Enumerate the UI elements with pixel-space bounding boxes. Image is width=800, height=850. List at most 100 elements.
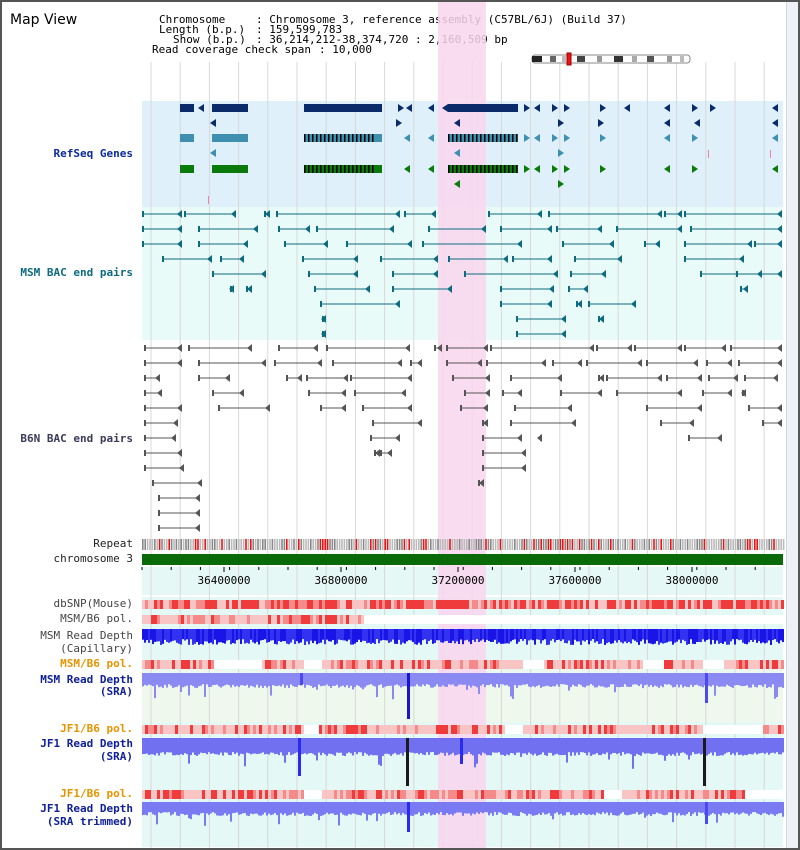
depth-bar <box>390 629 392 642</box>
polymorphism-bin <box>499 600 502 609</box>
depth-bar <box>484 738 486 754</box>
polymorphism-bin <box>418 790 421 799</box>
depth-bar <box>596 738 598 753</box>
b6n-bac-pair-end <box>278 345 280 351</box>
depth-bar <box>338 629 340 640</box>
depth-bar <box>628 802 630 815</box>
polymorphism-bin <box>178 615 181 624</box>
ideogram-band <box>680 56 684 62</box>
polymorphism-bin <box>700 660 703 669</box>
polymorphism-bin <box>163 660 166 669</box>
depth-bar <box>180 738 182 755</box>
depth-bar <box>562 802 564 816</box>
depth-bar <box>208 738 210 753</box>
polymorphism-bin <box>253 660 256 669</box>
depth-bar <box>304 738 306 754</box>
depth-bar <box>540 802 542 816</box>
depth-bar <box>562 673 564 685</box>
polymorphism-bin <box>580 725 583 734</box>
polymorphism-bin <box>256 660 259 669</box>
depth-bar <box>744 802 746 814</box>
repeat-element <box>622 539 624 550</box>
polymorphism-bin <box>484 600 487 609</box>
b6n-bac-pair-end <box>198 375 200 381</box>
polymorphism-bin <box>739 660 742 669</box>
depth-bar <box>388 673 390 686</box>
depth-bar <box>526 802 528 816</box>
polymorphism-bin <box>601 600 604 609</box>
depth-bar <box>242 802 244 814</box>
repeat-element <box>482 539 485 550</box>
depth-bar <box>330 673 332 688</box>
polymorphism-bin <box>331 600 334 609</box>
repeat-element <box>386 539 389 550</box>
depth-bar <box>248 802 250 816</box>
polymorphism-bin <box>661 790 664 799</box>
depth-bar <box>608 738 610 760</box>
polymorphism-bin <box>511 615 514 624</box>
depth-bar <box>672 738 674 755</box>
depth-bar <box>432 629 434 644</box>
polymorphism-bin <box>142 790 145 799</box>
vertical-scrollbar[interactable] <box>786 2 798 848</box>
polymorphism-bin <box>493 725 496 734</box>
depth-bar <box>504 629 506 644</box>
polymorphism-bin <box>394 600 397 609</box>
depth-bar <box>260 738 262 754</box>
depth-bar <box>168 802 170 813</box>
polymorphism-bin <box>433 790 436 799</box>
repeat-element <box>550 539 552 550</box>
polymorphism-bin <box>265 725 268 734</box>
depth-bar <box>416 738 418 753</box>
depth-bar <box>376 673 378 698</box>
repeat-element <box>226 539 228 550</box>
depth-bar <box>492 802 494 816</box>
polymorphism-bin <box>532 660 535 669</box>
ideogram-band <box>647 56 654 62</box>
polymorphism-bin <box>583 790 586 799</box>
polymorphism-bin <box>490 600 493 609</box>
polymorphism-bin <box>433 615 436 624</box>
depth-bar <box>294 673 296 687</box>
depth-bar <box>522 629 524 641</box>
msm-bac-pair-end <box>537 210 542 218</box>
depth-bar <box>148 802 150 813</box>
depth-bar <box>520 802 522 813</box>
depth-spike <box>406 738 409 786</box>
polymorphism-bin <box>304 790 307 799</box>
depth-bar <box>270 673 272 696</box>
exon-stripe <box>512 165 514 173</box>
depth-bar <box>174 738 176 756</box>
polymorphism-bin <box>307 600 310 609</box>
depth-bar <box>718 673 720 687</box>
polymorphism-bin <box>556 660 559 669</box>
depth-bar <box>190 673 192 686</box>
repeat-element <box>391 539 394 550</box>
polymorphism-bin <box>724 790 727 799</box>
msm-bac-pair-end <box>261 270 266 278</box>
polymorphism-bin <box>751 725 754 734</box>
polymorphism-bin <box>733 725 736 734</box>
depth-bar <box>712 629 714 640</box>
polymorphism-bin <box>451 615 454 624</box>
polymorphism-bin <box>691 790 694 799</box>
polymorphism-bin <box>352 600 355 609</box>
depth-bar <box>760 802 762 816</box>
depth-bar <box>282 629 284 642</box>
b6n-bac-pair-end <box>434 345 436 351</box>
polymorphism-bin <box>229 600 232 609</box>
depth-bar <box>376 802 378 822</box>
exon-stripe <box>496 134 498 142</box>
depth-bar <box>200 673 202 686</box>
polymorphism-bin <box>376 725 379 734</box>
polymorphism-bin <box>766 600 769 609</box>
depth-bar <box>446 673 448 687</box>
polymorphism-bin <box>361 790 364 799</box>
depth-bar <box>208 629 210 644</box>
exon-stripe <box>480 134 482 142</box>
polymorphism-bin <box>739 615 742 624</box>
depth-bar <box>594 673 596 688</box>
polymorphism-bin <box>568 660 571 669</box>
polymorphism-bin <box>424 660 427 669</box>
